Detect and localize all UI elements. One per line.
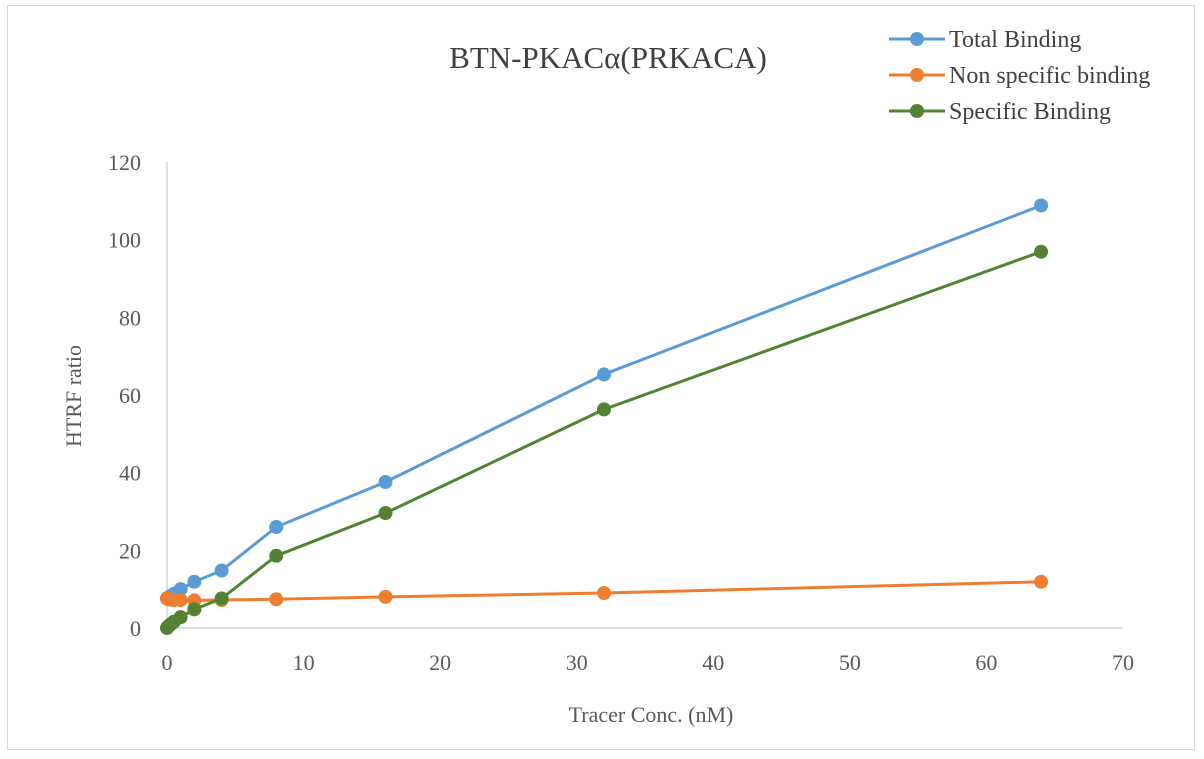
x-axis-title: Tracer Conc. (nM) xyxy=(569,702,734,727)
data-point-total-binding xyxy=(269,520,284,535)
chart-area: BTN-PKACα(PRKACA) 0 10 20 30 40 50 60 70 0 20 40 60… xyxy=(7,5,1195,750)
y-tick-label: 120 xyxy=(108,150,141,175)
data-point-non-specific-binding xyxy=(173,593,188,608)
data-point-specific-binding xyxy=(269,548,284,563)
x-tick-label: 10 xyxy=(293,650,315,675)
data-point-non-specific-binding xyxy=(1034,574,1049,589)
data-point-specific-binding xyxy=(173,610,188,625)
y-axis-title: HTRF ratio xyxy=(61,345,86,447)
data-point-specific-binding xyxy=(214,591,229,606)
y-tick-label: 0 xyxy=(130,616,141,641)
legend-label-non-specific-binding: Non specific binding xyxy=(949,63,1150,89)
y-tick-label: 20 xyxy=(119,538,141,563)
data-point-total-binding xyxy=(187,574,202,589)
y-tick-label: 40 xyxy=(119,461,141,486)
legend-marker-specific-binding xyxy=(910,104,924,118)
data-point-non-specific-binding xyxy=(378,589,393,604)
data-point-specific-binding xyxy=(597,402,612,417)
legend-label-specific-binding: Specific Binding xyxy=(949,99,1111,125)
line-chart: BTN-PKACα(PRKACA) 0 10 20 30 40 50 60 70 0 20 40 60… xyxy=(61,27,1150,727)
data-point-total-binding xyxy=(173,582,188,597)
data-point-specific-binding xyxy=(1034,244,1049,259)
x-tick-label: 70 xyxy=(1112,650,1134,675)
data-point-total-binding xyxy=(1034,198,1049,213)
x-tick-label: 60 xyxy=(975,650,997,675)
data-point-non-specific-binding xyxy=(269,592,284,607)
series-line-total-binding xyxy=(166,204,1042,600)
data-point-total-binding xyxy=(214,563,229,578)
x-tick-label: 40 xyxy=(702,650,724,675)
chart-title: BTN-PKACα(PRKACA) xyxy=(449,40,767,75)
y-tick-label: 60 xyxy=(119,383,141,408)
data-point-total-binding xyxy=(378,474,393,489)
x-tick-label: 20 xyxy=(429,650,451,675)
data-point-specific-binding xyxy=(378,506,393,521)
data-point-specific-binding xyxy=(187,602,202,617)
series-line-specific-binding xyxy=(165,250,1042,629)
legend-marker-non-specific-binding xyxy=(910,68,924,82)
x-tick-label: 0 xyxy=(162,650,173,675)
x-tick-label: 30 xyxy=(566,650,588,675)
y-tick-label: 100 xyxy=(108,228,141,253)
legend-label-total-binding: Total Binding xyxy=(949,27,1081,53)
data-point-total-binding xyxy=(597,367,612,382)
legend-marker-total-binding xyxy=(910,32,924,46)
x-tick-label: 50 xyxy=(839,650,861,675)
y-tick-label: 80 xyxy=(119,305,141,330)
data-point-non-specific-binding xyxy=(597,586,612,601)
